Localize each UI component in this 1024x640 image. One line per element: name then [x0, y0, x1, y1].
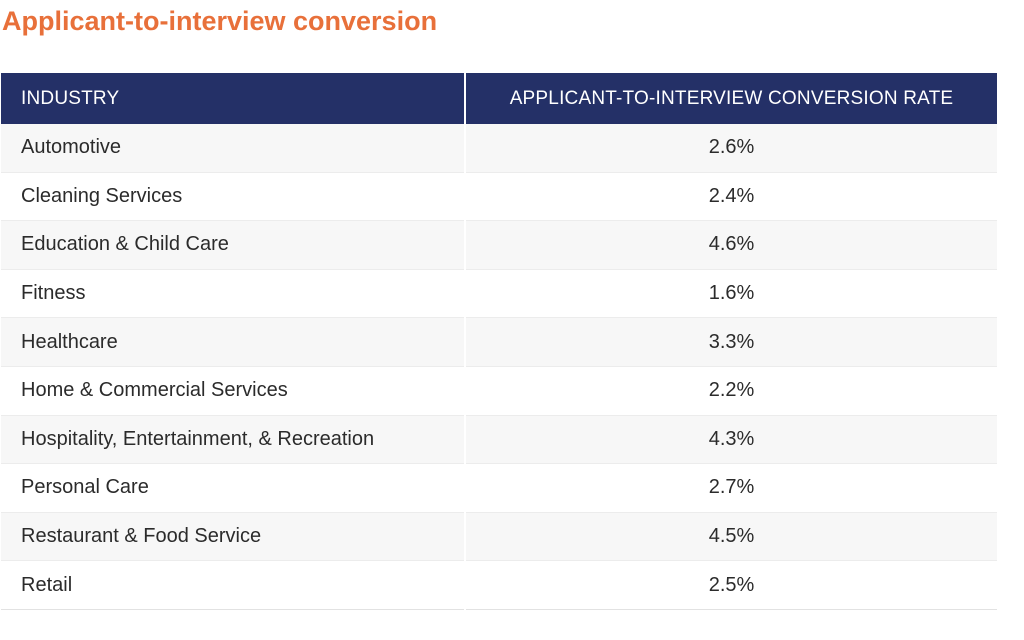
conversion-rate-cell: 2.7% [465, 463, 997, 513]
table-row: Healthcare 3.3% [1, 317, 997, 367]
conversion-rate-cell: 2.6% [465, 124, 997, 173]
conversion-rate-cell: 1.6% [465, 269, 997, 319]
table-row: Home & Commercial Services 2.2% [1, 366, 997, 416]
table-row: Automotive 2.6% [1, 124, 997, 173]
industry-cell: Retail [1, 560, 466, 610]
conversion-table-container: INDUSTRY APPLICANT-TO-INTERVIEW CONVERSI… [1, 73, 997, 610]
column-header-conversion-rate: APPLICANT-TO-INTERVIEW CONVERSION RATE [465, 73, 997, 124]
industry-cell: Home & Commercial Services [1, 366, 466, 416]
industry-cell: Fitness [1, 269, 466, 319]
industry-cell: Personal Care [1, 463, 466, 513]
industry-cell: Cleaning Services [1, 172, 466, 222]
conversion-rate-cell: 4.6% [465, 220, 997, 270]
table-row: Retail 2.5% [1, 560, 997, 610]
table-header: INDUSTRY APPLICANT-TO-INTERVIEW CONVERSI… [1, 73, 997, 124]
table-row: Fitness 1.6% [1, 269, 997, 319]
industry-cell: Hospitality, Entertainment, & Recreation [1, 415, 466, 465]
table-row: Cleaning Services 2.4% [1, 172, 997, 222]
table-row: Hospitality, Entertainment, & Recreation… [1, 415, 997, 465]
conversion-table: INDUSTRY APPLICANT-TO-INTERVIEW CONVERSI… [1, 73, 997, 610]
conversion-rate-cell: 4.3% [465, 415, 997, 465]
industry-cell: Education & Child Care [1, 220, 466, 270]
page-title: Applicant-to-interview conversion [2, 6, 438, 36]
conversion-rate-cell: 2.4% [465, 172, 997, 222]
conversion-rate-cell: 2.5% [465, 560, 997, 610]
header-row: INDUSTRY APPLICANT-TO-INTERVIEW CONVERSI… [1, 73, 997, 124]
table-row: Restaurant & Food Service 4.5% [1, 512, 997, 562]
table-body: Automotive 2.6% Cleaning Services 2.4% Educa… [1, 124, 997, 610]
table-row: Personal Care 2.7% [1, 463, 997, 513]
conversion-rate-cell: 4.5% [465, 512, 997, 562]
industry-cell: Restaurant & Food Service [1, 512, 466, 562]
conversion-rate-cell: 2.2% [465, 366, 997, 416]
industry-cell: Healthcare [1, 317, 466, 367]
column-header-industry: INDUSTRY [1, 73, 466, 124]
industry-cell: Automotive [1, 124, 466, 173]
conversion-rate-cell: 3.3% [465, 317, 997, 367]
table-row: Education & Child Care 4.6% [1, 220, 997, 270]
